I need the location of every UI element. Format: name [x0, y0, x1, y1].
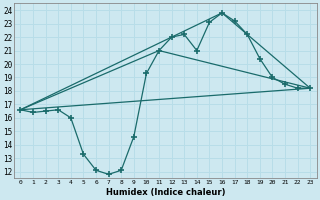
X-axis label: Humidex (Indice chaleur): Humidex (Indice chaleur) — [106, 188, 225, 197]
